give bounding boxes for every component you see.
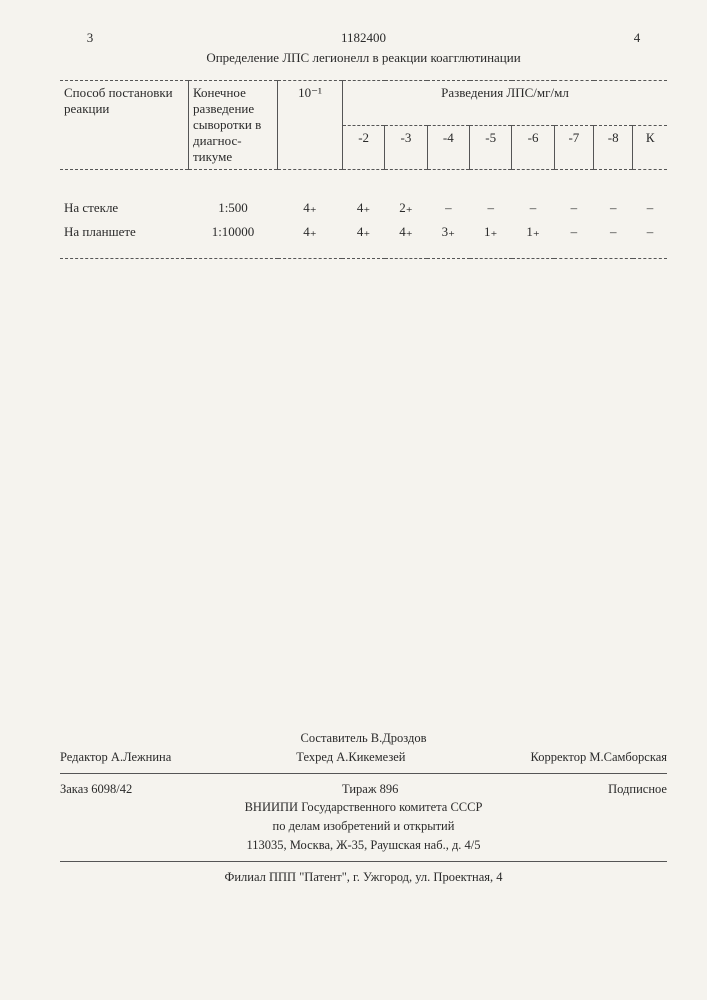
subcol-0: -2 [342,125,384,170]
subcol-3: -5 [470,125,512,170]
row1-dilution: 1:10000 [189,220,278,244]
row0-v4: – [470,196,512,220]
row0-method: На стекле [60,196,189,220]
footer-block: Составитель В.Дроздов Редактор А.Лежнина… [60,729,667,886]
row1-method: На планшете [60,220,189,244]
table-row: На планшете 1:10000 4₊ 4₊ 4₊ 3₊ 1₊ 1₊ – … [60,220,667,244]
row1-v6: – [554,220,593,244]
subcol-5: -7 [554,125,593,170]
left-page-number: 3 [60,30,120,46]
tirazh: Тираж 896 [342,780,398,799]
row0-dilution: 1:500 [189,196,278,220]
row1-v8: – [633,220,667,244]
row1-v7: – [594,220,633,244]
row0-v2: 2₊ [385,196,427,220]
compiler: Составитель В.Дроздов [60,729,667,748]
row1-v2: 4₊ [385,220,427,244]
row0-v7: – [594,196,633,220]
address-line: 113035, Москва, Ж-35, Раушская наб., д. … [60,836,667,855]
right-page-number: 4 [607,30,667,46]
order-number: Заказ 6098/42 [60,780,132,799]
row1-v1: 4₊ [342,220,384,244]
subcol-7: К [633,125,667,170]
data-table: Способ постановки реакции Конечное разве… [60,80,667,259]
col-dilutions-header: Разведения ЛПС/мг/мл [342,81,667,126]
row1-v0: 4₊ [278,220,343,244]
subcol-6: -8 [594,125,633,170]
patent-number: 1182400 [120,30,607,46]
techred: Техред А.Кикемезей [296,748,405,767]
row1-v5: 1₊ [512,220,554,244]
subcol-2: -4 [427,125,469,170]
col-10: 10⁻¹ [278,81,343,170]
row0-v8: – [633,196,667,220]
subcol-1: -3 [385,125,427,170]
col-method: Способ постановки реакции [60,81,189,170]
row0-v3: – [427,196,469,220]
filial-line: Филиал ППП "Патент", г. Ужгород, ул. Про… [60,868,667,887]
row0-v0: 4₊ [278,196,343,220]
row0-v1: 4₊ [342,196,384,220]
editor: Редактор А.Лежнина [60,748,171,767]
row0-v5: – [512,196,554,220]
org-line-1: ВНИИПИ Государственного комитета СССР [60,798,667,817]
corrector: Корректор М.Самборская [531,748,667,767]
col-dilution: Конечное разведение сыворотки в диагнос-… [189,81,278,170]
table-row: На стекле 1:500 4₊ 4₊ 2₊ – – – – – – [60,196,667,220]
page-header: 3 1182400 4 [60,30,667,46]
subcol-4: -6 [512,125,554,170]
blank-space [60,259,667,729]
org-line-2: по делам изобретений и открытий [60,817,667,836]
row1-v3: 3₊ [427,220,469,244]
table-title: Определение ЛПС легионелл в реакции коаг… [60,50,667,66]
subscription: Подписное [608,780,667,799]
row1-v4: 1₊ [470,220,512,244]
row0-v6: – [554,196,593,220]
